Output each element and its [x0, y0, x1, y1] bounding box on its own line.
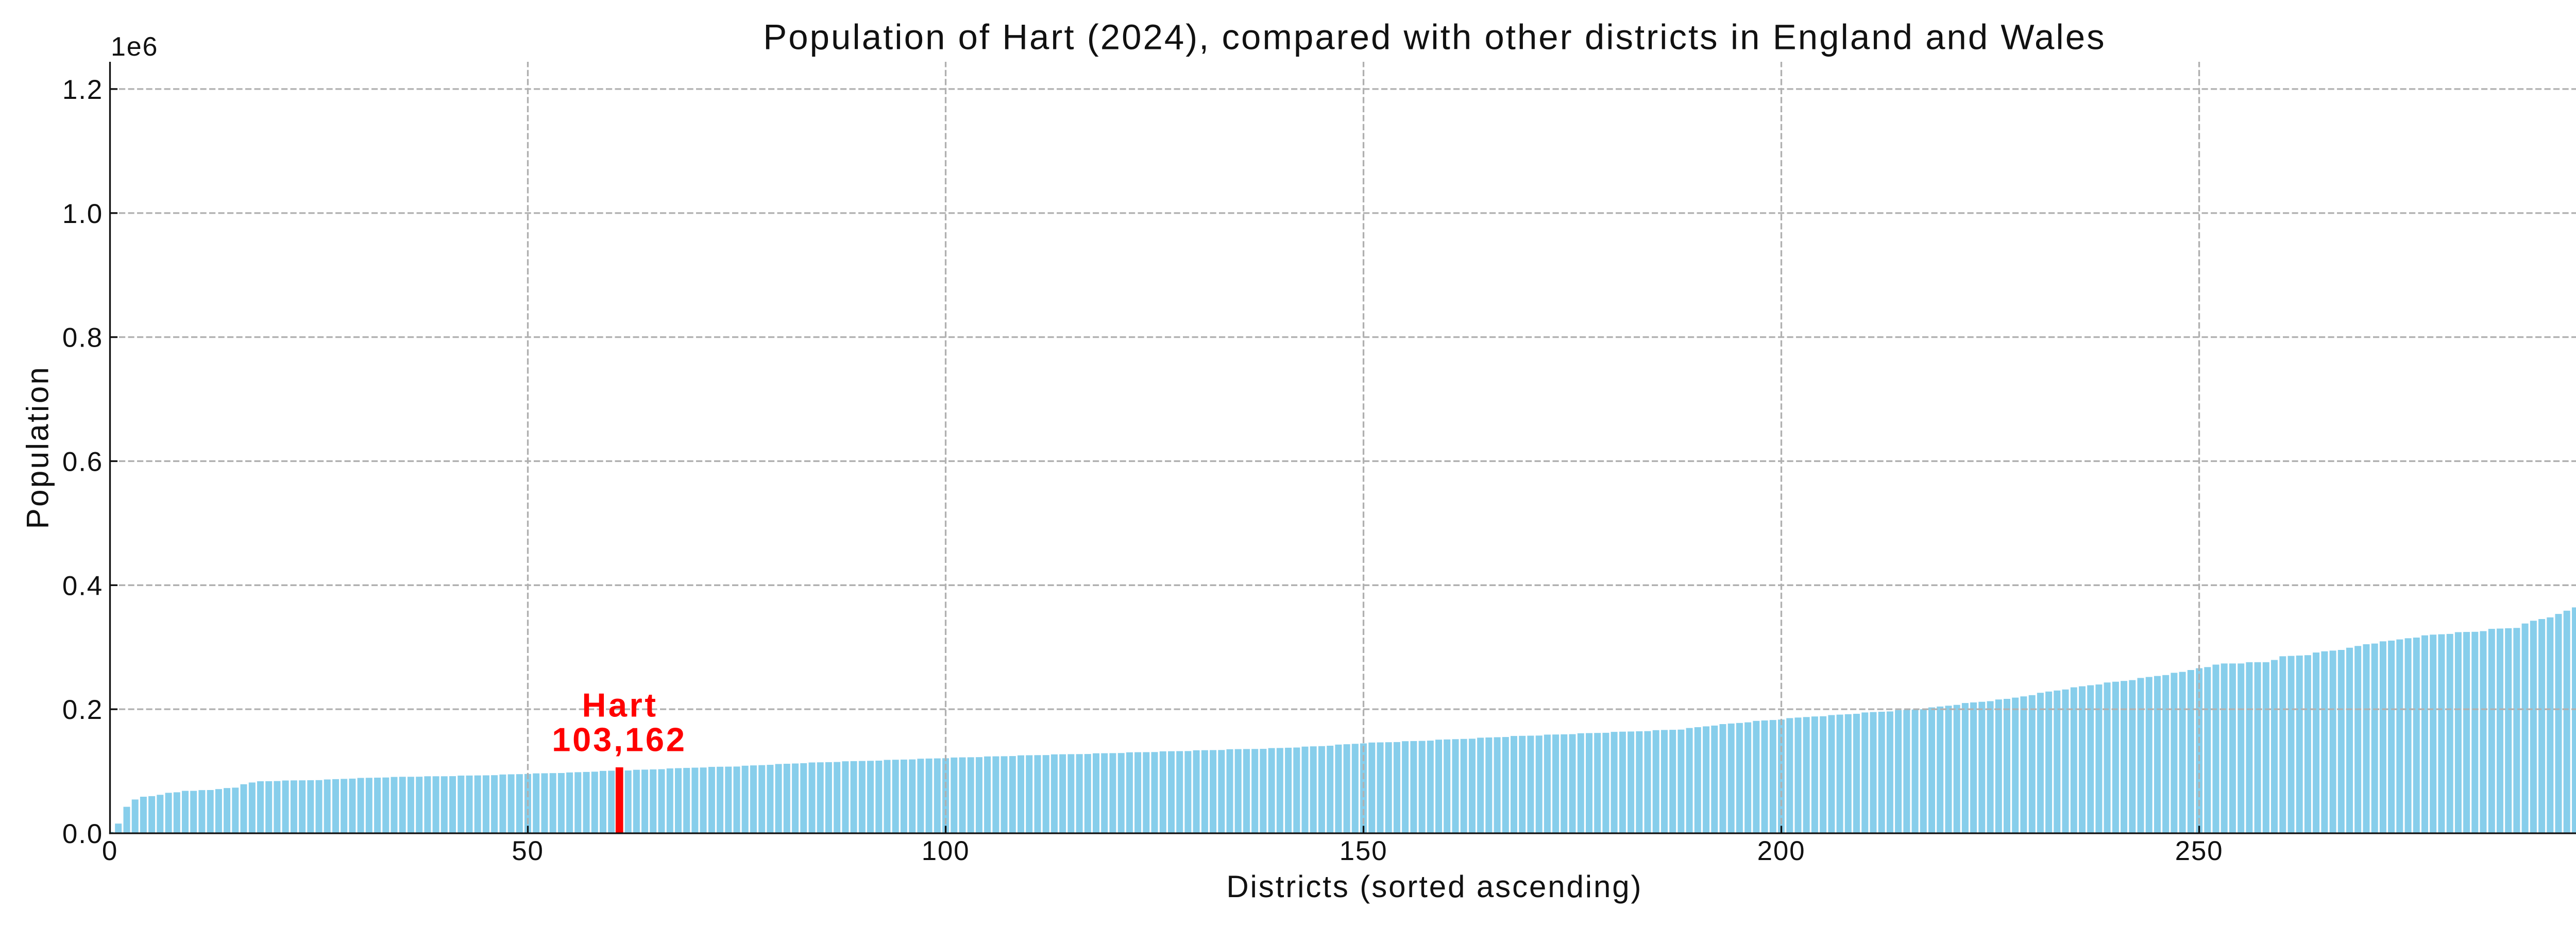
svg-text:1e6: 1e6 [111, 32, 158, 62]
svg-text:200: 200 [1757, 836, 1806, 866]
svg-text:0.2: 0.2 [62, 695, 103, 725]
svg-text:1.2: 1.2 [62, 75, 103, 105]
svg-text:0.4: 0.4 [62, 571, 103, 601]
svg-text:150: 150 [1340, 836, 1388, 866]
svg-text:0.6: 0.6 [62, 447, 103, 477]
svg-text:Population: Population [21, 366, 55, 529]
svg-text:Districts (sorted ascending): Districts (sorted ascending) [1226, 869, 1642, 904]
svg-text:0: 0 [102, 836, 118, 866]
svg-text:250: 250 [2175, 836, 2224, 866]
svg-text:0.0: 0.0 [62, 819, 103, 849]
svg-text:103,162: 103,162 [552, 721, 687, 759]
svg-text:Hart: Hart [582, 686, 658, 724]
svg-text:Population of Hart (2024), com: Population of Hart (2024), compared with… [763, 18, 2106, 57]
svg-text:1.0: 1.0 [62, 199, 103, 229]
svg-text:0.8: 0.8 [62, 323, 103, 353]
svg-text:100: 100 [922, 836, 970, 866]
svg-text:50: 50 [512, 836, 544, 866]
